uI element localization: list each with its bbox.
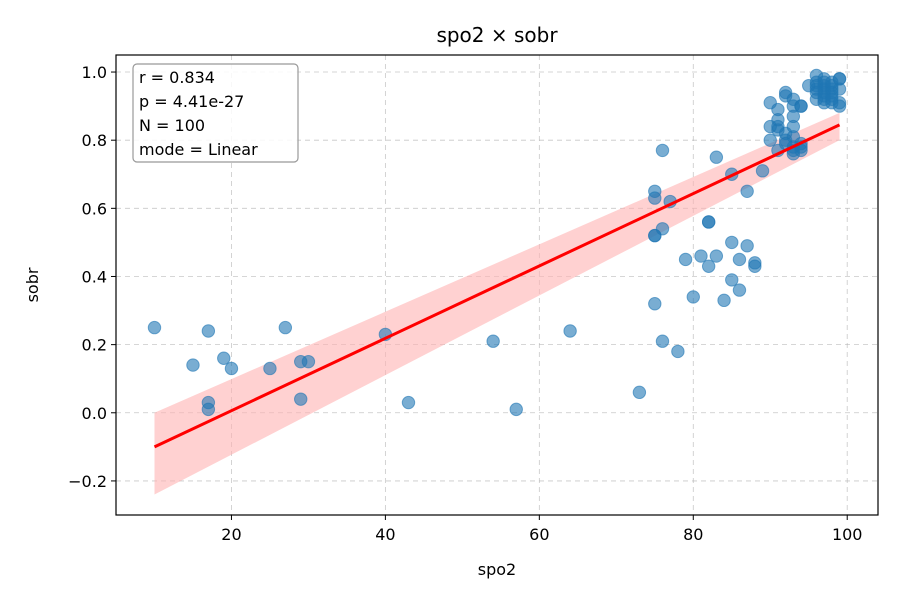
y-tick-label: 0.0 — [82, 404, 107, 423]
x-tick-label: 60 — [529, 525, 549, 544]
data-point — [709, 150, 724, 164]
data-point — [201, 324, 216, 338]
y-axis-label: sobr — [23, 267, 42, 302]
data-point — [278, 320, 293, 335]
stat-n: N = 100 — [139, 116, 205, 135]
data-point — [678, 252, 693, 267]
data-point — [763, 133, 777, 147]
stat-mode: mode = Linear — [139, 140, 258, 159]
x-axis-ticks: 20 40 60 80 100 — [221, 515, 862, 544]
data-point — [725, 235, 739, 250]
data-point — [717, 293, 731, 308]
data-point — [201, 402, 216, 417]
y-tick-label: 0.6 — [82, 199, 107, 218]
y-tick-label: 0.4 — [82, 267, 107, 286]
stats-box: r = 0.834 p = 4.41e-27 N = 100 mode = Li… — [132, 63, 299, 163]
x-tick-label: 40 — [375, 525, 395, 544]
data-point — [802, 78, 816, 93]
x-tick-label: 100 — [832, 525, 863, 544]
data-point — [186, 358, 200, 372]
data-point — [694, 249, 708, 263]
y-tick-label: 0.8 — [82, 131, 107, 150]
data-point — [671, 344, 685, 359]
data-point — [563, 324, 577, 338]
data-point — [725, 273, 739, 287]
data-point — [294, 392, 308, 406]
data-point — [147, 320, 162, 335]
y-tick-label: 1.0 — [82, 63, 107, 82]
data-point — [732, 283, 747, 297]
y-tick-label: 0.2 — [82, 336, 107, 355]
stat-p: p = 4.41e-27 — [139, 92, 244, 111]
fit-line — [153, 123, 841, 449]
data-point — [701, 215, 716, 229]
data-point — [825, 75, 839, 89]
data-point — [648, 191, 662, 205]
x-tick-label: 20 — [221, 525, 241, 544]
data-point — [509, 402, 523, 417]
data-point — [740, 239, 754, 253]
y-tick-label: −0.2 — [68, 472, 107, 491]
data-point — [655, 222, 670, 236]
y-axis-ticks: −0.2 0.0 0.2 0.4 0.6 0.8 1.0 — [68, 63, 116, 491]
data-point — [709, 249, 724, 263]
x-tick-label: 80 — [683, 525, 703, 544]
data-point — [224, 361, 239, 376]
data-point — [740, 184, 754, 198]
plot-frame — [115, 54, 879, 516]
fit-line-layer — [153, 123, 841, 449]
data-point — [655, 334, 670, 348]
data-point — [732, 252, 747, 267]
stat-r: r = 0.834 — [139, 68, 215, 87]
data-point — [794, 99, 808, 113]
data-point — [263, 361, 277, 376]
points-layer — [147, 68, 847, 417]
data-point — [825, 92, 839, 106]
chart-title: spo2 × sobr — [436, 23, 558, 47]
data-point — [748, 259, 762, 273]
data-point — [655, 143, 670, 158]
data-point — [401, 395, 416, 410]
confidence-band — [154, 112, 840, 495]
confidence-band-layer — [154, 112, 840, 495]
data-point — [686, 290, 700, 304]
data-point — [701, 259, 716, 273]
data-point — [301, 354, 316, 369]
data-point — [486, 334, 500, 348]
x-axis-label: spo2 — [478, 560, 516, 579]
data-point — [755, 164, 770, 178]
data-point — [648, 297, 662, 311]
data-point — [632, 385, 647, 400]
data-point — [217, 351, 231, 365]
stats-box-frame — [132, 63, 299, 163]
